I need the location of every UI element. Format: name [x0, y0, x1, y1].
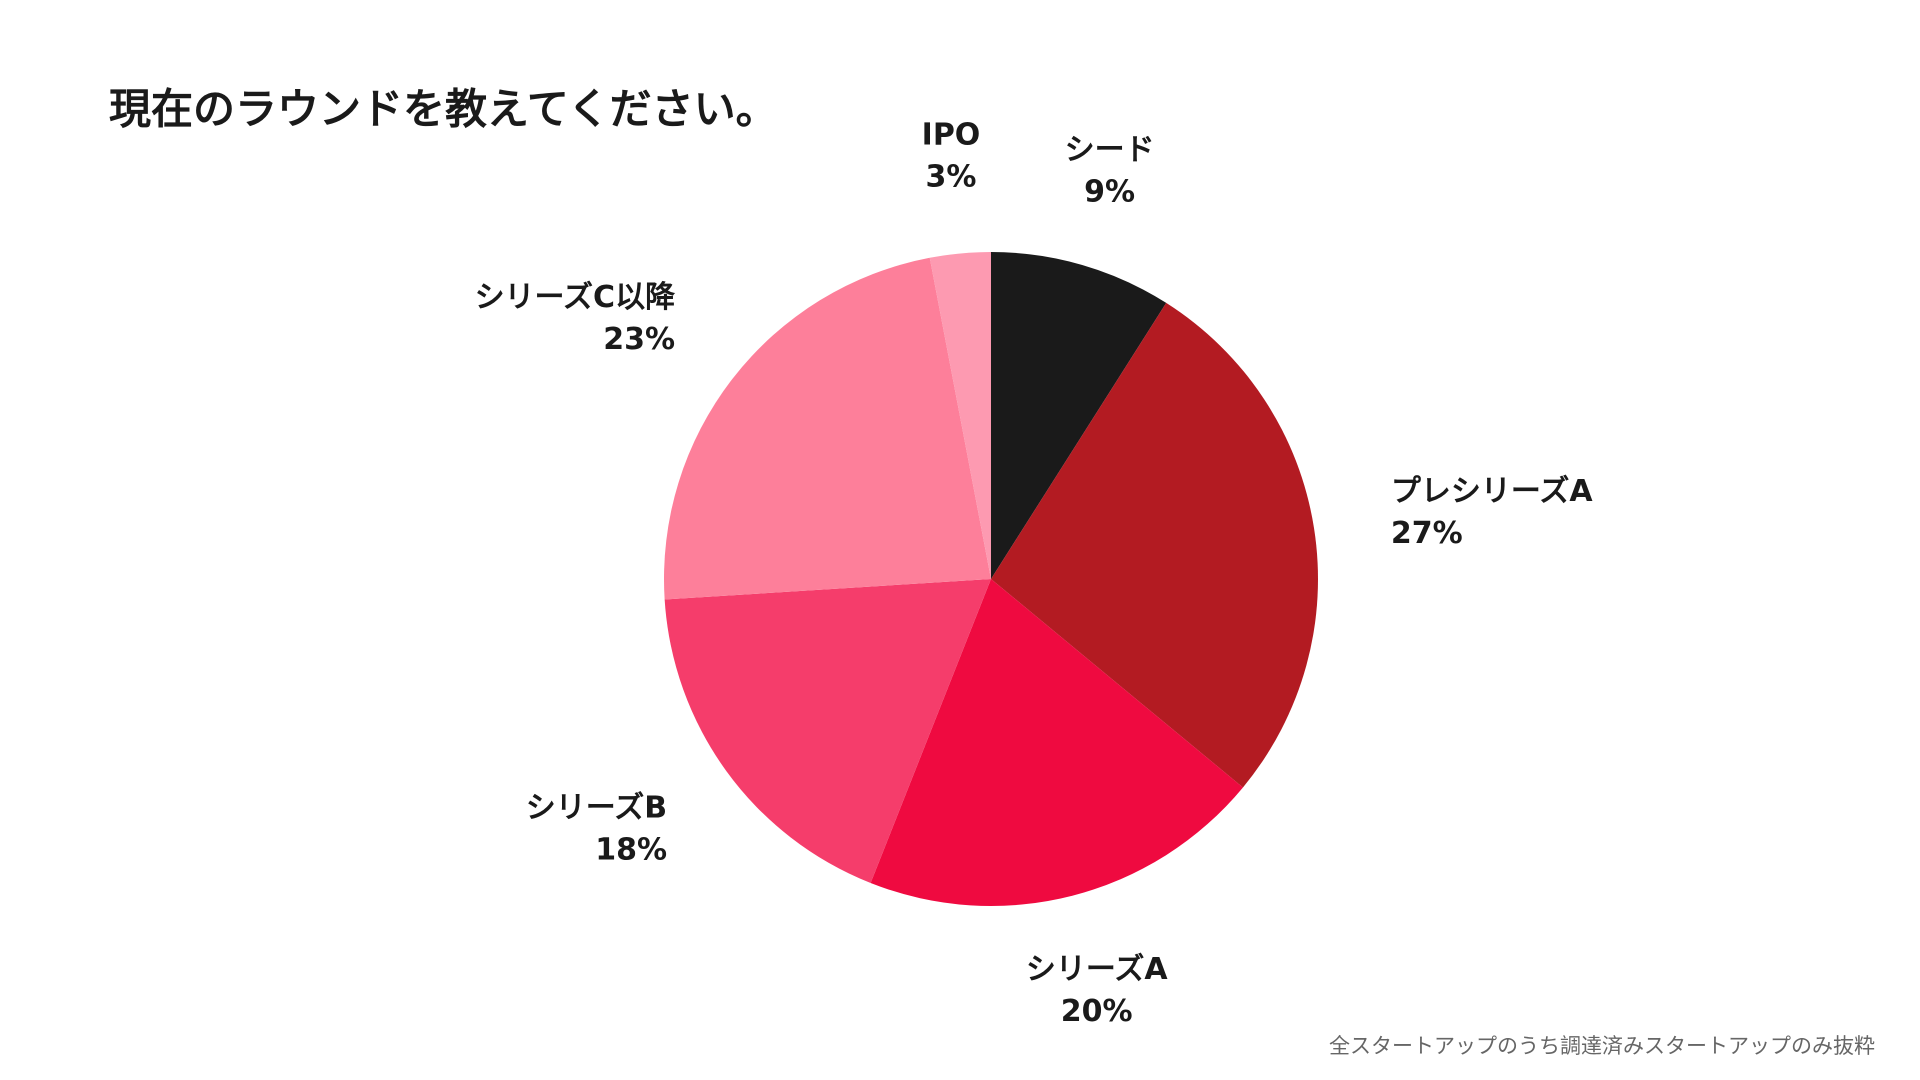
slice-label: シリーズA: [1026, 952, 1168, 987]
slice-value-label: 18%: [595, 832, 667, 867]
slice-label: シリーズB: [526, 790, 667, 825]
slice-label: シード: [1065, 132, 1155, 167]
pie-slice: [664, 579, 991, 884]
pie-slice: [991, 252, 1167, 579]
slice-value-label: 9%: [1084, 174, 1135, 209]
pie-slice: [664, 257, 991, 600]
pie-slice: [991, 302, 1318, 788]
slice-value-label: 27%: [1391, 516, 1463, 551]
slice-value-label: 20%: [1061, 994, 1133, 1029]
slice-value-label: 23%: [603, 322, 675, 357]
footnote: 全スタートアップのうち調達済みスタートアップのみ抜粋: [1329, 1034, 1875, 1058]
pie-slice: [929, 252, 991, 579]
slice-label: シリーズC以降: [475, 280, 677, 315]
slice-label: プレシリーズA: [1391, 474, 1593, 509]
slice-value-label: 3%: [926, 159, 977, 194]
chart-title: 現在のラウンドを教えてください。: [109, 85, 778, 134]
pie-slice: [870, 579, 1243, 907]
slice-label: IPO: [922, 117, 981, 152]
